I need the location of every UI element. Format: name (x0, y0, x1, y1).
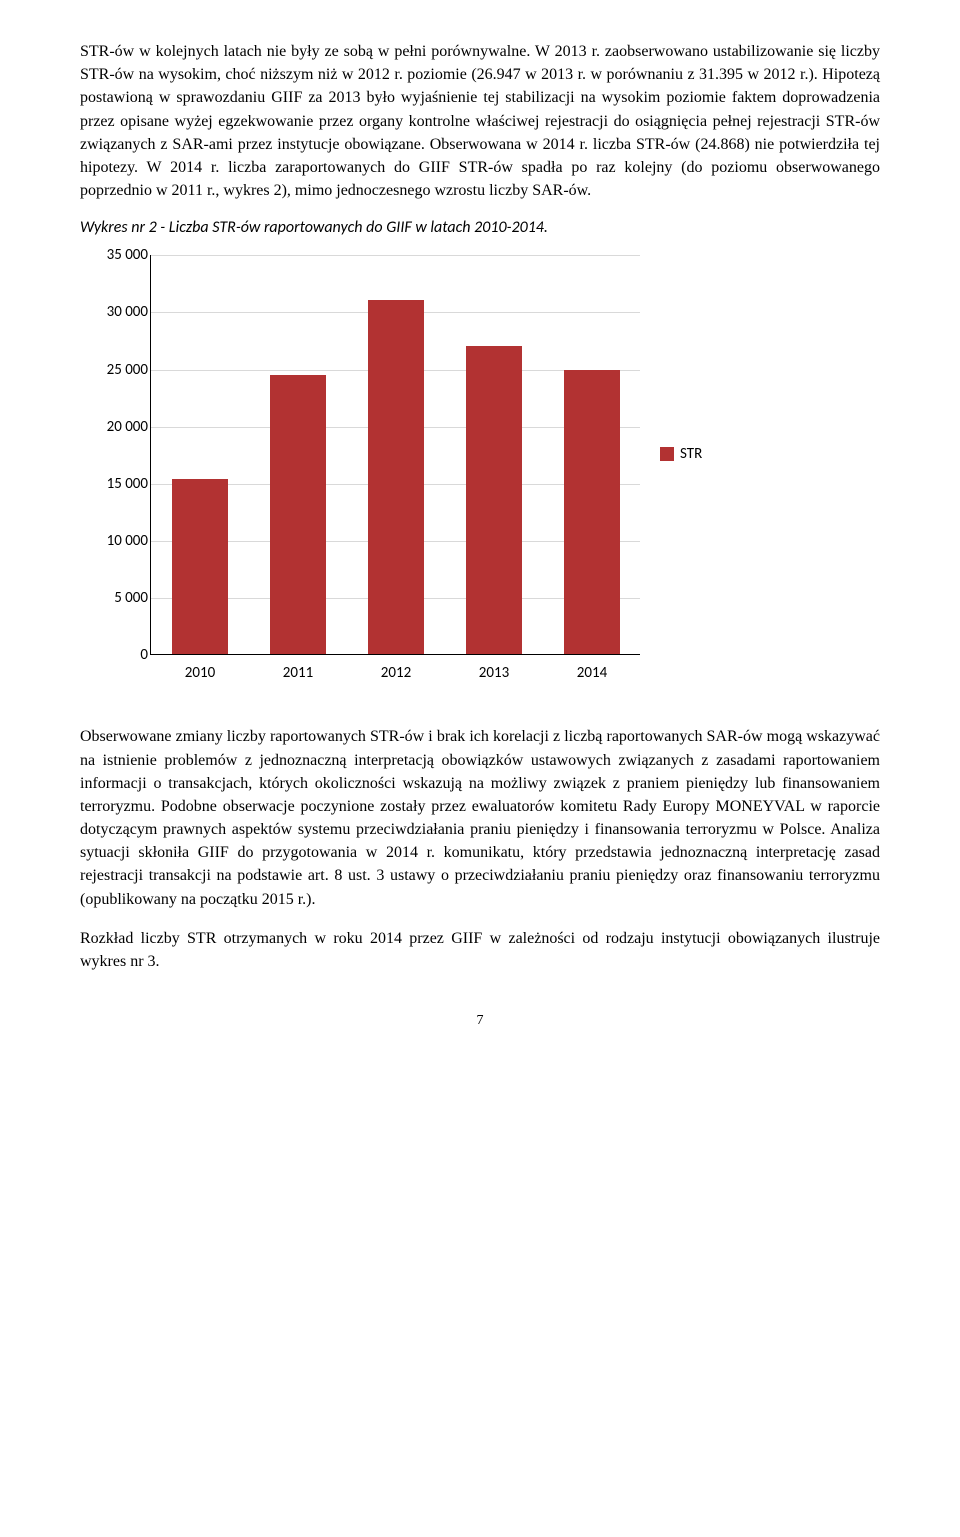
page-number: 7 (80, 1013, 880, 1029)
chart-xtick-label: 2014 (577, 664, 607, 682)
legend-swatch-icon (660, 447, 674, 461)
chart-ytick-label: 20 000 (80, 418, 148, 436)
chart-ytick-label: 25 000 (80, 361, 148, 379)
chart-ytick-label: 0 (80, 646, 148, 664)
chart-bar (368, 300, 425, 654)
chart-bar (466, 346, 523, 655)
legend-label: STR (680, 445, 702, 463)
chart-bar (172, 479, 229, 654)
chart-xtick-label: 2012 (381, 664, 411, 682)
chart-ytick-label: 30 000 (80, 303, 148, 321)
chart-bar (564, 370, 621, 654)
chart-gridline (151, 255, 640, 256)
chart-ytick-label: 10 000 (80, 532, 148, 550)
chart-xtick-label: 2011 (283, 664, 313, 682)
chart-bar (270, 375, 327, 654)
chart-ytick-label: 35 000 (80, 246, 148, 264)
chart-ytick-label: 5 000 (80, 589, 148, 607)
paragraph-1: STR-ów w kolejnych latach nie były ze so… (80, 40, 880, 202)
chart-title: Wykres nr 2 - Liczba STR-ów raportowanyc… (80, 218, 880, 237)
chart-xtick-label: 2013 (479, 664, 509, 682)
chart-ytick-label: 15 000 (80, 475, 148, 493)
chart-legend: STR (660, 445, 702, 463)
paragraph-3: Rozkład liczby STR otrzymanych w roku 20… (80, 927, 880, 973)
paragraph-2: Obserwowane zmiany liczby raportowanych … (80, 725, 880, 911)
bar-chart: 2010 2011 2012 2013 2014 0 5 000 10 000 15 000 2… (80, 245, 780, 705)
chart-xtick-label: 2010 (185, 664, 215, 682)
